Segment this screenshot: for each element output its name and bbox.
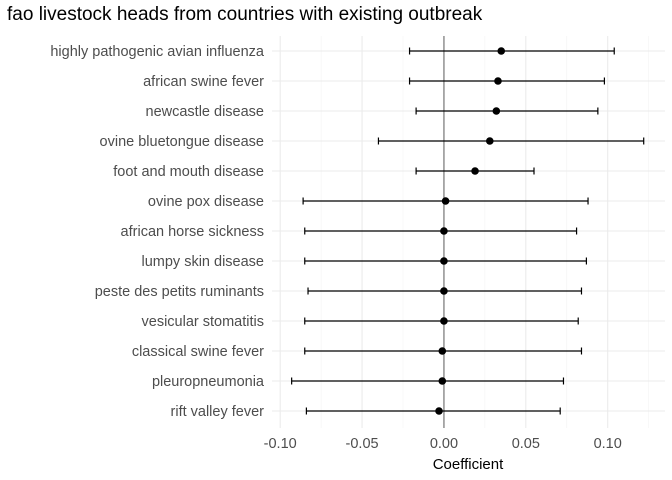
y-tick-label: lumpy skin disease (142, 254, 265, 270)
point-estimate (435, 407, 443, 415)
ci-errorbar (408, 47, 615, 55)
grid (272, 36, 665, 428)
y-tick-label: foot and mouth disease (113, 164, 264, 180)
y-tick-labels: highly pathogenic avian influenza african… (50, 44, 265, 420)
point-estimate (440, 287, 448, 295)
point-estimate (494, 77, 502, 85)
point-estimates (435, 47, 506, 415)
x-tick-label: 0.10 (594, 436, 622, 452)
x-tick-label: -0.05 (346, 436, 379, 452)
y-tick-label: african horse sickness (121, 224, 264, 240)
ci-errorbar (408, 77, 606, 85)
x-tick-label: 0.05 (512, 436, 540, 452)
ci-errorbar (305, 407, 561, 415)
point-estimate (497, 47, 506, 55)
x-tick-labels: -0.10 -0.05 0.00 0.05 0.10 (264, 436, 622, 452)
ci-errorbar (377, 137, 645, 145)
point-estimate (440, 227, 448, 235)
confidence-intervals (291, 47, 645, 415)
point-estimate (438, 377, 447, 385)
x-tick-label: -0.10 (264, 436, 297, 452)
y-tick-label: rift valley fever (171, 404, 265, 420)
y-tick-label: newcastle disease (146, 104, 265, 120)
y-tick-label: classical swine fever (132, 344, 264, 360)
ci-errorbar (291, 377, 565, 385)
point-estimate (471, 167, 479, 175)
y-tick-label: highly pathogenic avian influenza (50, 44, 265, 60)
y-tick-label: ovine pox disease (148, 194, 264, 210)
point-estimate (438, 347, 447, 355)
y-tick-label: vesicular stomatitis (142, 314, 264, 330)
point-estimate (441, 197, 450, 205)
chart-title: fao livestock heads from countries with … (7, 4, 483, 25)
y-tick-label: african swine fever (143, 74, 264, 90)
y-tick-label: pleuropneumonia (152, 374, 265, 390)
point-estimate (440, 317, 448, 325)
point-estimate (440, 257, 448, 265)
x-axis-title: Coefficient (433, 456, 504, 473)
y-tick-label: peste des petits ruminants (95, 284, 264, 300)
y-tick-label: ovine bluetongue disease (100, 134, 264, 150)
ci-errorbar (415, 107, 599, 115)
x-tick-label: 0.00 (430, 436, 458, 452)
point-estimate (485, 137, 494, 145)
point-estimate (492, 107, 501, 115)
